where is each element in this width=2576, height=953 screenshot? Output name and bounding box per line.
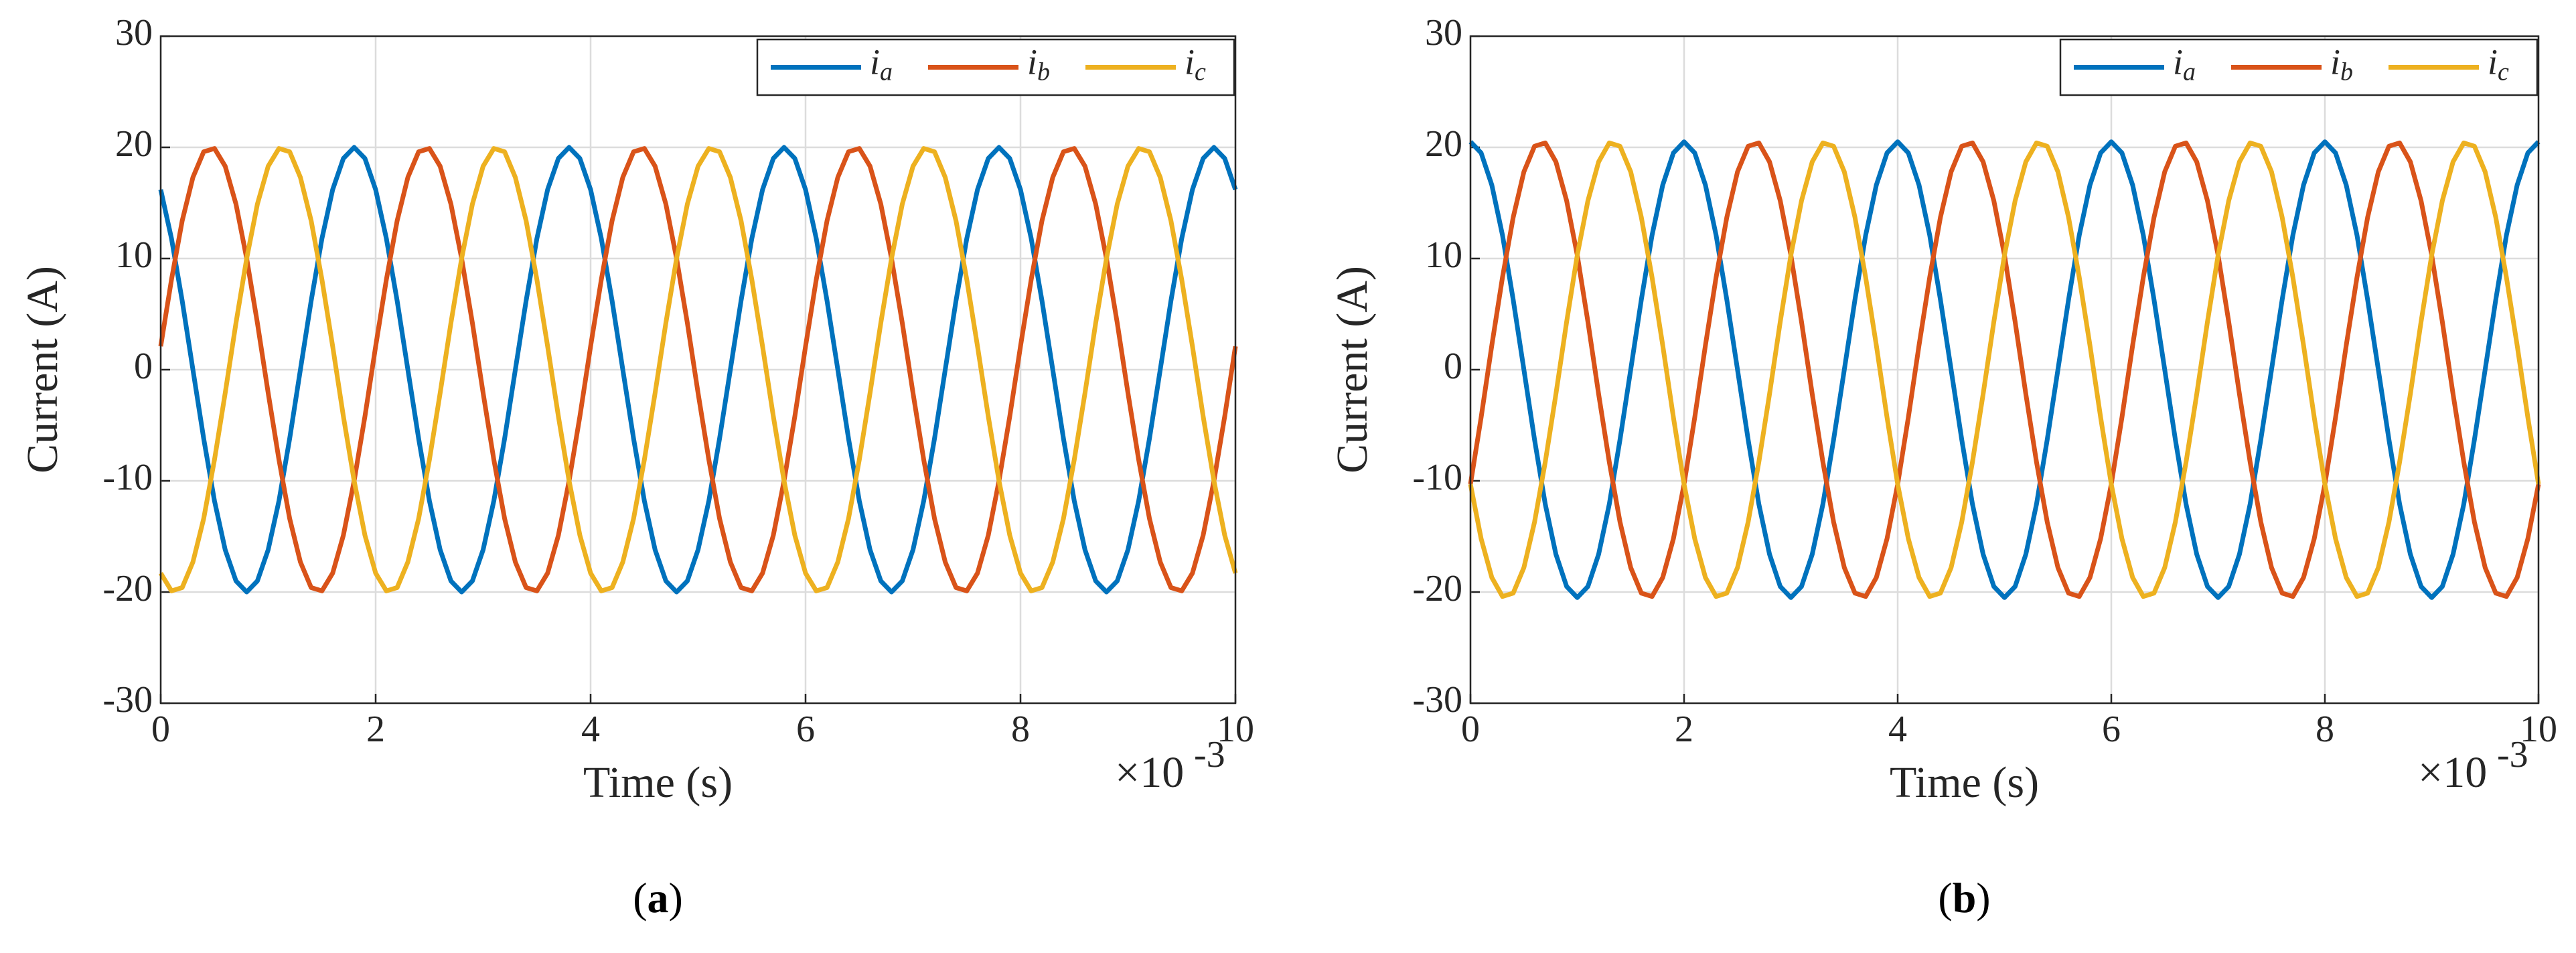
legend-label: ib: [2330, 42, 2353, 86]
legend-label: ia: [870, 42, 893, 86]
series-line: [159, 146, 1238, 593]
y-tick-label: 0: [134, 346, 153, 387]
chart: -30 -20 -10 0 10 20 30 0 2 4 6 8 10 Time (s) Current (…: [1328, 12, 2557, 922]
y-tick-label: 20: [115, 123, 153, 165]
caption: (a): [633, 874, 683, 922]
y-axis-label: Current (A): [18, 266, 67, 473]
x-axis-label: Time (s): [1890, 758, 2039, 807]
x-tick-label: 6: [796, 709, 815, 750]
y-tick-label: 30: [1425, 12, 1462, 54]
x-tick-label: 10: [2520, 709, 2557, 750]
x-tick-label: 6: [2102, 709, 2121, 750]
x-tick-label: 2: [1675, 709, 1693, 750]
series-line: [158, 145, 1238, 595]
x-scale-base: ×10: [2418, 748, 2487, 797]
y-tick-label: 0: [1444, 346, 1462, 387]
x-tick-label: 4: [1888, 709, 1907, 750]
legend-label: ic: [2488, 42, 2509, 86]
y-tick-label: 20: [1425, 123, 1462, 165]
x-tick-label: 0: [151, 709, 170, 750]
plot: [158, 145, 1238, 595]
x-scale-exponent: -3: [1194, 734, 1225, 776]
x-tick-label: 0: [1461, 709, 1480, 750]
chart: -30 -20 -10 0 10 20 30 0 2 4 6 8 10 Time (s) Current (…: [18, 12, 1254, 922]
axes-box: [159, 35, 1237, 705]
x-scale-base: ×10: [1115, 748, 1184, 797]
series-line: [158, 146, 1238, 593]
legend-label: ic: [1185, 42, 1206, 86]
x-tick-label: 2: [366, 709, 385, 750]
caption: (b): [1938, 874, 1990, 922]
x-tick-label: 8: [2316, 709, 2334, 750]
legend-label: ia: [2173, 42, 2196, 86]
y-tick-label: -20: [1412, 568, 1462, 609]
plot: [1468, 139, 2541, 600]
x-axis-label: Time (s): [583, 758, 733, 807]
axes-box: [1469, 35, 2540, 705]
legend-label: ib: [1027, 42, 1050, 86]
y-tick-label: 30: [115, 12, 153, 54]
y-tick-label: -30: [102, 679, 153, 721]
x-tick-label: 10: [1217, 709, 1254, 750]
y-tick-label: -30: [1412, 679, 1462, 721]
series-line: [1468, 140, 2541, 599]
y-tick-label: 10: [115, 234, 153, 276]
x-tick-label: 4: [581, 709, 600, 750]
y-tick-label: -10: [1412, 457, 1462, 498]
y-tick-label: 10: [1425, 234, 1462, 276]
x-scale-exponent: -3: [2497, 734, 2528, 776]
y-tick-label: -20: [102, 568, 153, 609]
y-axis-label: Current (A): [1328, 266, 1377, 473]
y-tick-label: -10: [102, 457, 153, 498]
x-tick-label: 8: [1011, 709, 1030, 750]
